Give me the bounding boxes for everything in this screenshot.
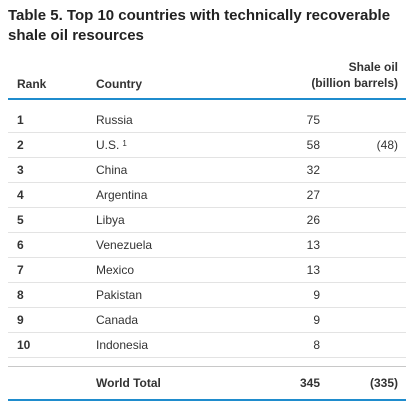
country-cell: Indonesia [96, 333, 148, 357]
country-name: Venezuela [96, 238, 153, 252]
header-country: Country [96, 77, 142, 91]
shale-oil-value-cell: 75 [306, 113, 320, 127]
rank-cell: 8 [17, 288, 24, 302]
rank-cell: 9 [17, 313, 24, 327]
total-value: 345 [299, 376, 320, 390]
table-body: 1 Russia 75 2 U.S. 1 58 (48) 3 China 32 4 Argentina 2… [8, 100, 406, 358]
country-cell: Mexico [96, 258, 134, 282]
country-name: U.S. [96, 138, 120, 152]
country-cell: Canada [96, 308, 138, 332]
shale-oil-value-cell: 58 [306, 138, 320, 152]
shale-oil-table: Rank Country Shale oil (billion barrels)… [8, 56, 406, 401]
shale-oil-value-cell: 13 [306, 263, 320, 277]
rank-cell: 6 [17, 238, 24, 252]
header-rank: Rank [17, 77, 47, 91]
country-name: Argentina [96, 188, 148, 202]
rank-cell: 7 [17, 263, 24, 277]
table-row: 9 Canada 9 [8, 308, 406, 333]
shale-oil-value-cell: 13 [306, 238, 320, 252]
table-row: 5 Libya 26 [8, 208, 406, 233]
country-cell: Libya [96, 208, 125, 232]
table-total-row: World Total 345 (335) [8, 366, 406, 401]
table-row: 3 China 32 [8, 158, 406, 183]
table-header: Rank Country Shale oil (billion barrels) [8, 56, 406, 100]
rank-cell: 5 [17, 213, 24, 227]
table-row: 2 U.S. 1 58 (48) [8, 133, 406, 158]
country-name: Libya [96, 213, 125, 227]
total-alt-value: (335) [369, 376, 398, 390]
rank-cell: 1 [17, 113, 24, 127]
header-shale-oil: Shale oil (billion barrels) [311, 59, 398, 91]
country-cell: Russia [96, 108, 133, 132]
table-row: 7 Mexico 13 [8, 258, 406, 283]
country-cell: U.S. 1 [96, 133, 127, 157]
rank-cell: 2 [17, 138, 24, 152]
shale-oil-value-cell: 32 [306, 163, 320, 177]
country-name: Indonesia [96, 338, 149, 352]
shale-oil-value-cell: 8 [313, 338, 320, 352]
shale-oil-value-cell: 9 [313, 288, 320, 302]
table-row: 10 Indonesia 8 [8, 333, 406, 358]
country-name: Pakistan [96, 288, 143, 302]
country-name: Canada [96, 313, 139, 327]
table-title: Table 5. Top 10 countries with technical… [8, 7, 391, 44]
country-cell: Pakistan [96, 283, 142, 307]
rank-cell: 10 [17, 338, 31, 352]
rank-cell: 4 [17, 188, 24, 202]
shale-oil-value-cell: 27 [306, 188, 320, 202]
alt-value-cell: (48) [376, 138, 398, 152]
country-cell: China [96, 158, 127, 182]
rank-cell: 3 [17, 163, 24, 177]
table-row: 6 Venezuela 13 [8, 233, 406, 258]
shale-oil-value-cell: 9 [313, 313, 320, 327]
table-row: 1 Russia 75 [8, 108, 406, 133]
footnote-marker: 1 [122, 139, 127, 148]
country-name: Russia [96, 113, 133, 127]
header-shale-line2: (billion barrels) [311, 76, 398, 90]
country-cell: Venezuela [96, 233, 152, 257]
country-cell: Argentina [96, 183, 147, 207]
header-shale-line1: Shale oil [348, 60, 398, 74]
country-name: Mexico [96, 263, 135, 277]
table-row: 8 Pakistan 9 [8, 283, 406, 308]
table-row: 4 Argentina 27 [8, 183, 406, 208]
shale-oil-value-cell: 26 [306, 213, 320, 227]
total-label: World Total [96, 376, 161, 390]
country-name: China [96, 163, 128, 177]
